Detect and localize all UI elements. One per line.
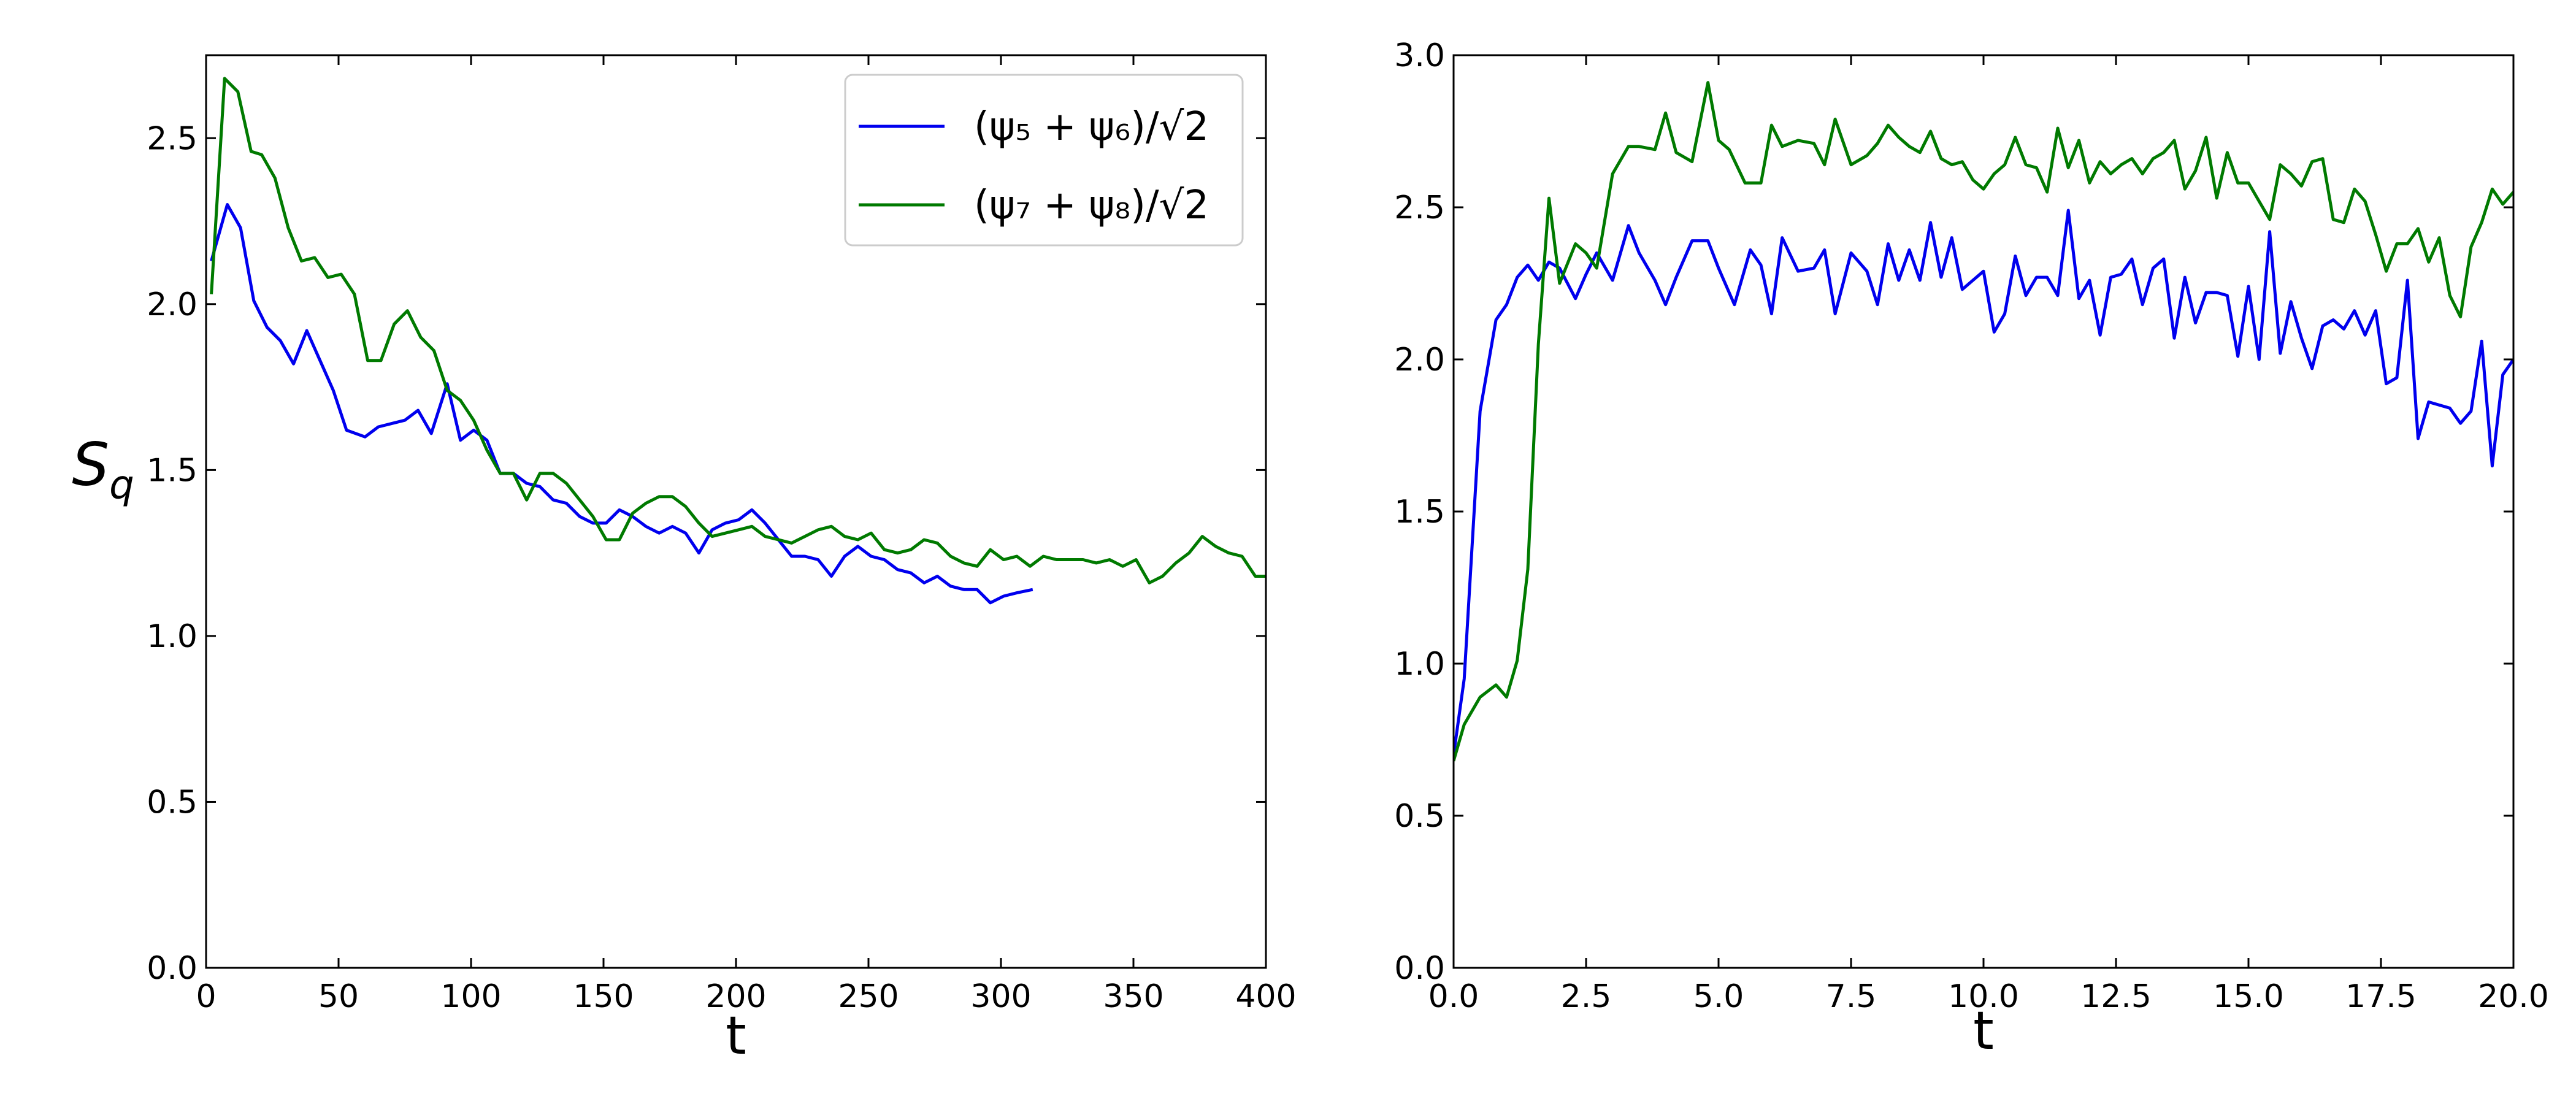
right-chart: 0.0 2.5 5.0 7.5 10.0 12.5 15.0 17.5 20.0 0.0 0.5 1.… <box>1394 37 2549 1062</box>
right-x-tick-label: 12.5 <box>2080 978 2152 1015</box>
left-ticks: 0 50 100 150 200 250 300 350 400 0.0 0.5 1.0 1.5 2.0 2… <box>147 55 1297 1015</box>
right-y-tick-label: 2.0 <box>1394 342 1445 378</box>
right-x-axis-title: t <box>1973 1000 1994 1062</box>
left-x-tick-label: 50 <box>318 978 359 1015</box>
left-y-tick-label: 2.5 <box>147 120 197 157</box>
left-y-axis-title-sub: q <box>109 462 134 508</box>
legend-box <box>844 74 1244 247</box>
right-x-tick-label: 2.5 <box>1561 978 1612 1015</box>
left-x-tick-label: 100 <box>440 978 501 1015</box>
left-y-axis-title: Sq <box>72 430 134 508</box>
right-ticks: 0.0 2.5 5.0 7.5 10.0 12.5 15.0 17.5 20.0 0.0 0.5 1.… <box>1394 37 2549 1015</box>
left-series-line-2 <box>210 77 1266 585</box>
left-chart: 0 50 100 150 200 250 300 350 400 0.0 0.5 1.0 1.5 2.0 2… <box>72 54 1297 1067</box>
right-y-tick-label: 0.5 <box>1394 798 1445 835</box>
right-series-line-2 <box>1454 81 2513 762</box>
left-x-tick-label: 300 <box>970 978 1031 1015</box>
left-series-line-1 <box>210 203 1033 605</box>
legend: (ψ₅ + ψ₆)/√2 (ψ₇ + ψ₈)/√2 <box>844 74 1244 247</box>
right-series-lines <box>1454 81 2513 762</box>
left-x-axis-title: t <box>726 1005 746 1067</box>
left-y-tick-label: 2.0 <box>147 286 197 323</box>
left-series-lines <box>210 77 1266 605</box>
right-x-tick-label: 7.5 <box>1826 978 1877 1015</box>
left-x-tick-label: 150 <box>573 978 634 1015</box>
right-y-tick-label: 1.5 <box>1394 494 1445 531</box>
left-plot-frame <box>205 54 1267 969</box>
right-x-tick-label: 5.0 <box>1693 978 1744 1015</box>
right-x-tick-label: 0.0 <box>1428 978 1479 1015</box>
right-plot-frame <box>1452 54 2515 969</box>
left-y-tick-label: 0.5 <box>147 784 197 821</box>
right-series-line-1 <box>1454 209 2513 756</box>
left-y-tick-label: 1.0 <box>147 618 197 655</box>
right-y-tick-label: 3.0 <box>1394 37 1445 74</box>
right-y-tick-label: 2.5 <box>1394 190 1445 226</box>
legend-label-series-2: (ψ₇ + ψ₈)/√2 <box>974 183 1209 228</box>
right-y-tick-label: 0.0 <box>1394 950 1445 987</box>
left-y-axis-title-main: S <box>72 430 109 499</box>
left-x-tick-label: 350 <box>1103 978 1163 1015</box>
right-x-tick-label: 17.5 <box>2345 978 2417 1015</box>
left-y-tick-label: 0.0 <box>147 950 197 987</box>
left-x-tick-label: 200 <box>705 978 766 1015</box>
left-x-tick-label: 250 <box>838 978 899 1015</box>
right-x-tick-label: 15.0 <box>2213 978 2284 1015</box>
right-x-tick-label: 10.0 <box>1948 978 2019 1015</box>
legend-label-series-1: (ψ₅ + ψ₆)/√2 <box>974 104 1209 150</box>
left-x-tick-label: 400 <box>1235 978 1296 1015</box>
right-y-tick-label: 1.0 <box>1394 646 1445 683</box>
left-x-tick-label: 0 <box>196 978 216 1015</box>
right-x-tick-label: 20.0 <box>2478 978 2549 1015</box>
left-y-tick-label: 1.5 <box>147 452 197 489</box>
